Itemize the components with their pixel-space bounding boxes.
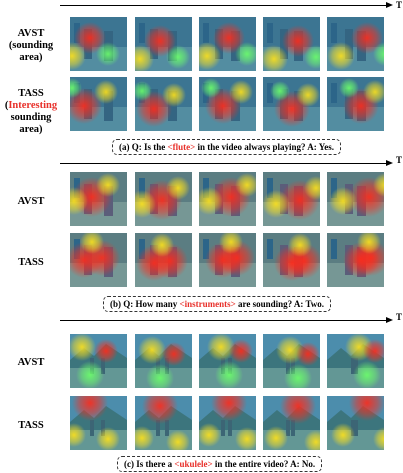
heatmap-frame xyxy=(199,334,256,388)
row-label-tass-a: TASS (Interesting sounding area) xyxy=(4,88,58,135)
heatmap-frame xyxy=(263,17,320,71)
row-label-avst-c: AVST xyxy=(17,357,45,368)
heatmap-frame xyxy=(327,334,384,388)
heatmap-frame xyxy=(135,334,192,388)
heatmap-frame xyxy=(263,396,320,450)
row-label-tass-c: TASS xyxy=(18,420,44,431)
heatmap-frame xyxy=(70,334,127,388)
heatmap-frame xyxy=(135,233,192,287)
timeline-arrow-c xyxy=(60,320,387,321)
heatmap-frame xyxy=(70,396,127,450)
heatmap-frame xyxy=(70,17,127,71)
heatmap-frame xyxy=(199,17,256,71)
heatmap-frame xyxy=(263,233,320,287)
heatmap-frame xyxy=(135,17,192,71)
timeline-arrowhead-c xyxy=(386,317,393,323)
heatmap-frame xyxy=(327,396,384,450)
timeline-arrow-a xyxy=(60,5,387,6)
caption-b: (b) Q: How many <instruments> are soundi… xyxy=(103,296,332,312)
time-axis-label-b: T xyxy=(396,155,403,165)
heatmap-frame xyxy=(199,77,256,131)
timeline-arrow-b xyxy=(60,163,387,164)
heatmap-frame xyxy=(263,172,320,226)
time-axis-label-a: T xyxy=(396,0,403,10)
row-label-avst-a: AVST (sounding area) xyxy=(8,28,54,63)
timeline-arrowhead-b xyxy=(386,160,393,166)
heatmap-frame xyxy=(199,396,256,450)
heatmap-frame xyxy=(199,233,256,287)
heatmap-frame xyxy=(135,77,192,131)
time-axis-label-c: T xyxy=(396,312,403,322)
caption-a: (a) Q: Is the <flute> in the video alway… xyxy=(112,139,341,155)
heatmap-frame xyxy=(327,77,384,131)
timeline-arrowhead-a xyxy=(386,2,393,8)
heatmap-frame xyxy=(70,77,127,131)
heatmap-frame xyxy=(135,172,192,226)
heatmap-frame xyxy=(263,334,320,388)
row-label-tass-b: TASS xyxy=(18,257,44,268)
heatmap-frame xyxy=(70,172,127,226)
heatmap-frame xyxy=(135,396,192,450)
heatmap-frame xyxy=(327,172,384,226)
caption-c: (c) Is there a <ukulele> in the entire v… xyxy=(117,456,323,472)
heatmap-frame xyxy=(327,233,384,287)
heatmap-frame xyxy=(263,77,320,131)
heatmap-frame xyxy=(199,172,256,226)
heatmap-frame xyxy=(327,17,384,71)
row-label-avst-b: AVST xyxy=(17,196,45,207)
heatmap-frame xyxy=(70,233,127,287)
